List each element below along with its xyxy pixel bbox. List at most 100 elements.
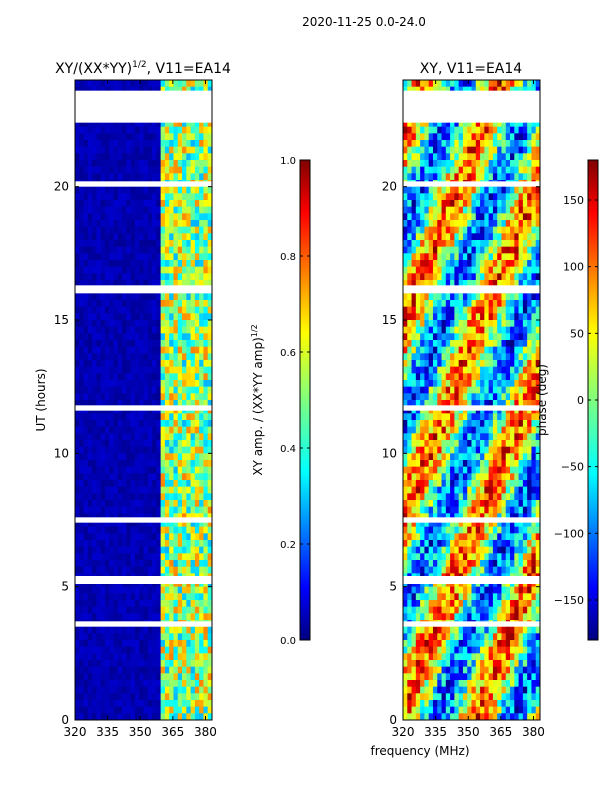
amplitude-cell xyxy=(79,220,84,227)
phase-cell xyxy=(442,320,447,327)
amplitude-cell xyxy=(182,700,187,707)
amplitude-cell xyxy=(96,707,101,714)
amplitude-cell xyxy=(186,207,191,214)
amplitude-cell xyxy=(165,307,170,314)
amplitude-cell xyxy=(96,507,101,514)
amplitude-cell xyxy=(199,220,204,227)
amplitude-cell xyxy=(122,527,127,534)
amplitude-cell xyxy=(79,153,84,160)
phase-cell xyxy=(527,227,532,234)
phase-cell xyxy=(480,460,485,467)
amplitude-cell xyxy=(139,420,144,427)
amplitude-cell xyxy=(199,153,204,160)
phase-cell xyxy=(506,167,511,174)
phase-cell xyxy=(501,167,506,174)
amplitude-cell xyxy=(173,627,178,634)
phase-cell xyxy=(429,140,434,147)
amplitude-cell xyxy=(96,667,101,674)
phase-cell xyxy=(489,300,494,307)
amplitude-cell xyxy=(131,420,136,427)
phase-cell xyxy=(403,267,408,274)
phase-cell xyxy=(433,173,438,180)
phase-cell xyxy=(506,347,511,354)
amplitude-cell xyxy=(114,667,119,674)
phase-cell xyxy=(463,320,468,327)
phase-cell xyxy=(472,387,477,394)
amplitude-cell xyxy=(84,233,89,240)
phase-cell xyxy=(484,140,489,147)
phase-cell xyxy=(519,147,524,154)
amplitude-cell xyxy=(75,420,80,427)
amplitude-cell xyxy=(169,147,174,154)
phase-cell xyxy=(531,167,536,174)
amplitude-cell xyxy=(152,473,157,480)
amplitude-cell xyxy=(178,307,183,314)
amplitude-cell xyxy=(109,293,114,300)
amplitude-cell xyxy=(105,673,110,680)
amplitude-cell xyxy=(178,673,183,680)
amplitude-cell xyxy=(182,567,187,574)
amplitude-cell xyxy=(118,387,123,394)
amplitude-cell xyxy=(161,627,166,634)
phase-cell xyxy=(403,353,408,360)
amplitude-cell xyxy=(139,213,144,220)
amplitude-cell xyxy=(156,473,161,480)
phase-cell xyxy=(510,440,515,447)
amplitude-cell xyxy=(114,147,119,154)
phase-cell xyxy=(420,420,425,427)
amplitude-cell xyxy=(96,207,101,214)
amplitude-cell xyxy=(79,713,84,720)
amplitude-cell xyxy=(101,693,106,700)
amplitude-cell xyxy=(139,433,144,440)
phase-cell xyxy=(489,147,494,154)
amplitude-cell xyxy=(101,340,106,347)
amplitude-cell xyxy=(148,693,153,700)
amplitude-cell xyxy=(191,393,196,400)
phase-cell xyxy=(416,240,421,247)
amplitude-cell xyxy=(105,127,110,134)
amplitude-cell xyxy=(191,607,196,614)
phase-cell xyxy=(472,313,477,320)
phase-cell xyxy=(459,340,464,347)
amplitude-cell xyxy=(165,313,170,320)
amplitude-cell xyxy=(186,693,191,700)
phase-cell xyxy=(429,240,434,247)
amplitude-plot-area xyxy=(75,80,212,720)
amplitude-cell xyxy=(148,393,153,400)
amplitude-cell xyxy=(144,647,149,654)
phase-cell xyxy=(484,233,489,240)
phase-cell xyxy=(497,193,502,200)
amplitude-cell xyxy=(156,427,161,434)
phase-cell xyxy=(501,227,506,234)
amplitude-cell xyxy=(182,680,187,687)
phase-cell xyxy=(420,380,425,387)
amplitude-cell xyxy=(169,493,174,500)
phase-cell xyxy=(501,333,506,340)
amplitude-cell xyxy=(161,547,166,554)
amplitude-cell xyxy=(75,587,80,594)
amplitude-cell xyxy=(191,507,196,514)
phase-cell xyxy=(459,207,464,214)
amplitude-cell xyxy=(182,393,187,400)
amplitude-cell xyxy=(161,313,166,320)
amplitude-cell xyxy=(173,387,178,394)
amplitude-cell xyxy=(135,367,140,374)
amplitude-cell xyxy=(79,420,84,427)
phase-cell xyxy=(403,293,408,300)
amplitude-cell xyxy=(195,167,200,174)
amplitude-cell xyxy=(199,293,204,300)
amplitude-cell xyxy=(165,413,170,420)
amplitude-cell xyxy=(122,473,127,480)
amplitude-cell xyxy=(161,487,166,494)
amplitude-cell xyxy=(101,460,106,467)
amplitude-cell xyxy=(152,200,157,207)
amplitude-cell xyxy=(114,233,119,240)
amplitude-cell xyxy=(182,220,187,227)
amplitude-cell xyxy=(96,593,101,600)
amplitude-cell xyxy=(148,600,153,607)
amplitude-cell xyxy=(199,307,204,314)
amplitude-cell xyxy=(161,340,166,347)
phase-cell xyxy=(493,133,498,140)
phase-cell xyxy=(531,340,536,347)
phase-cell xyxy=(437,433,442,440)
